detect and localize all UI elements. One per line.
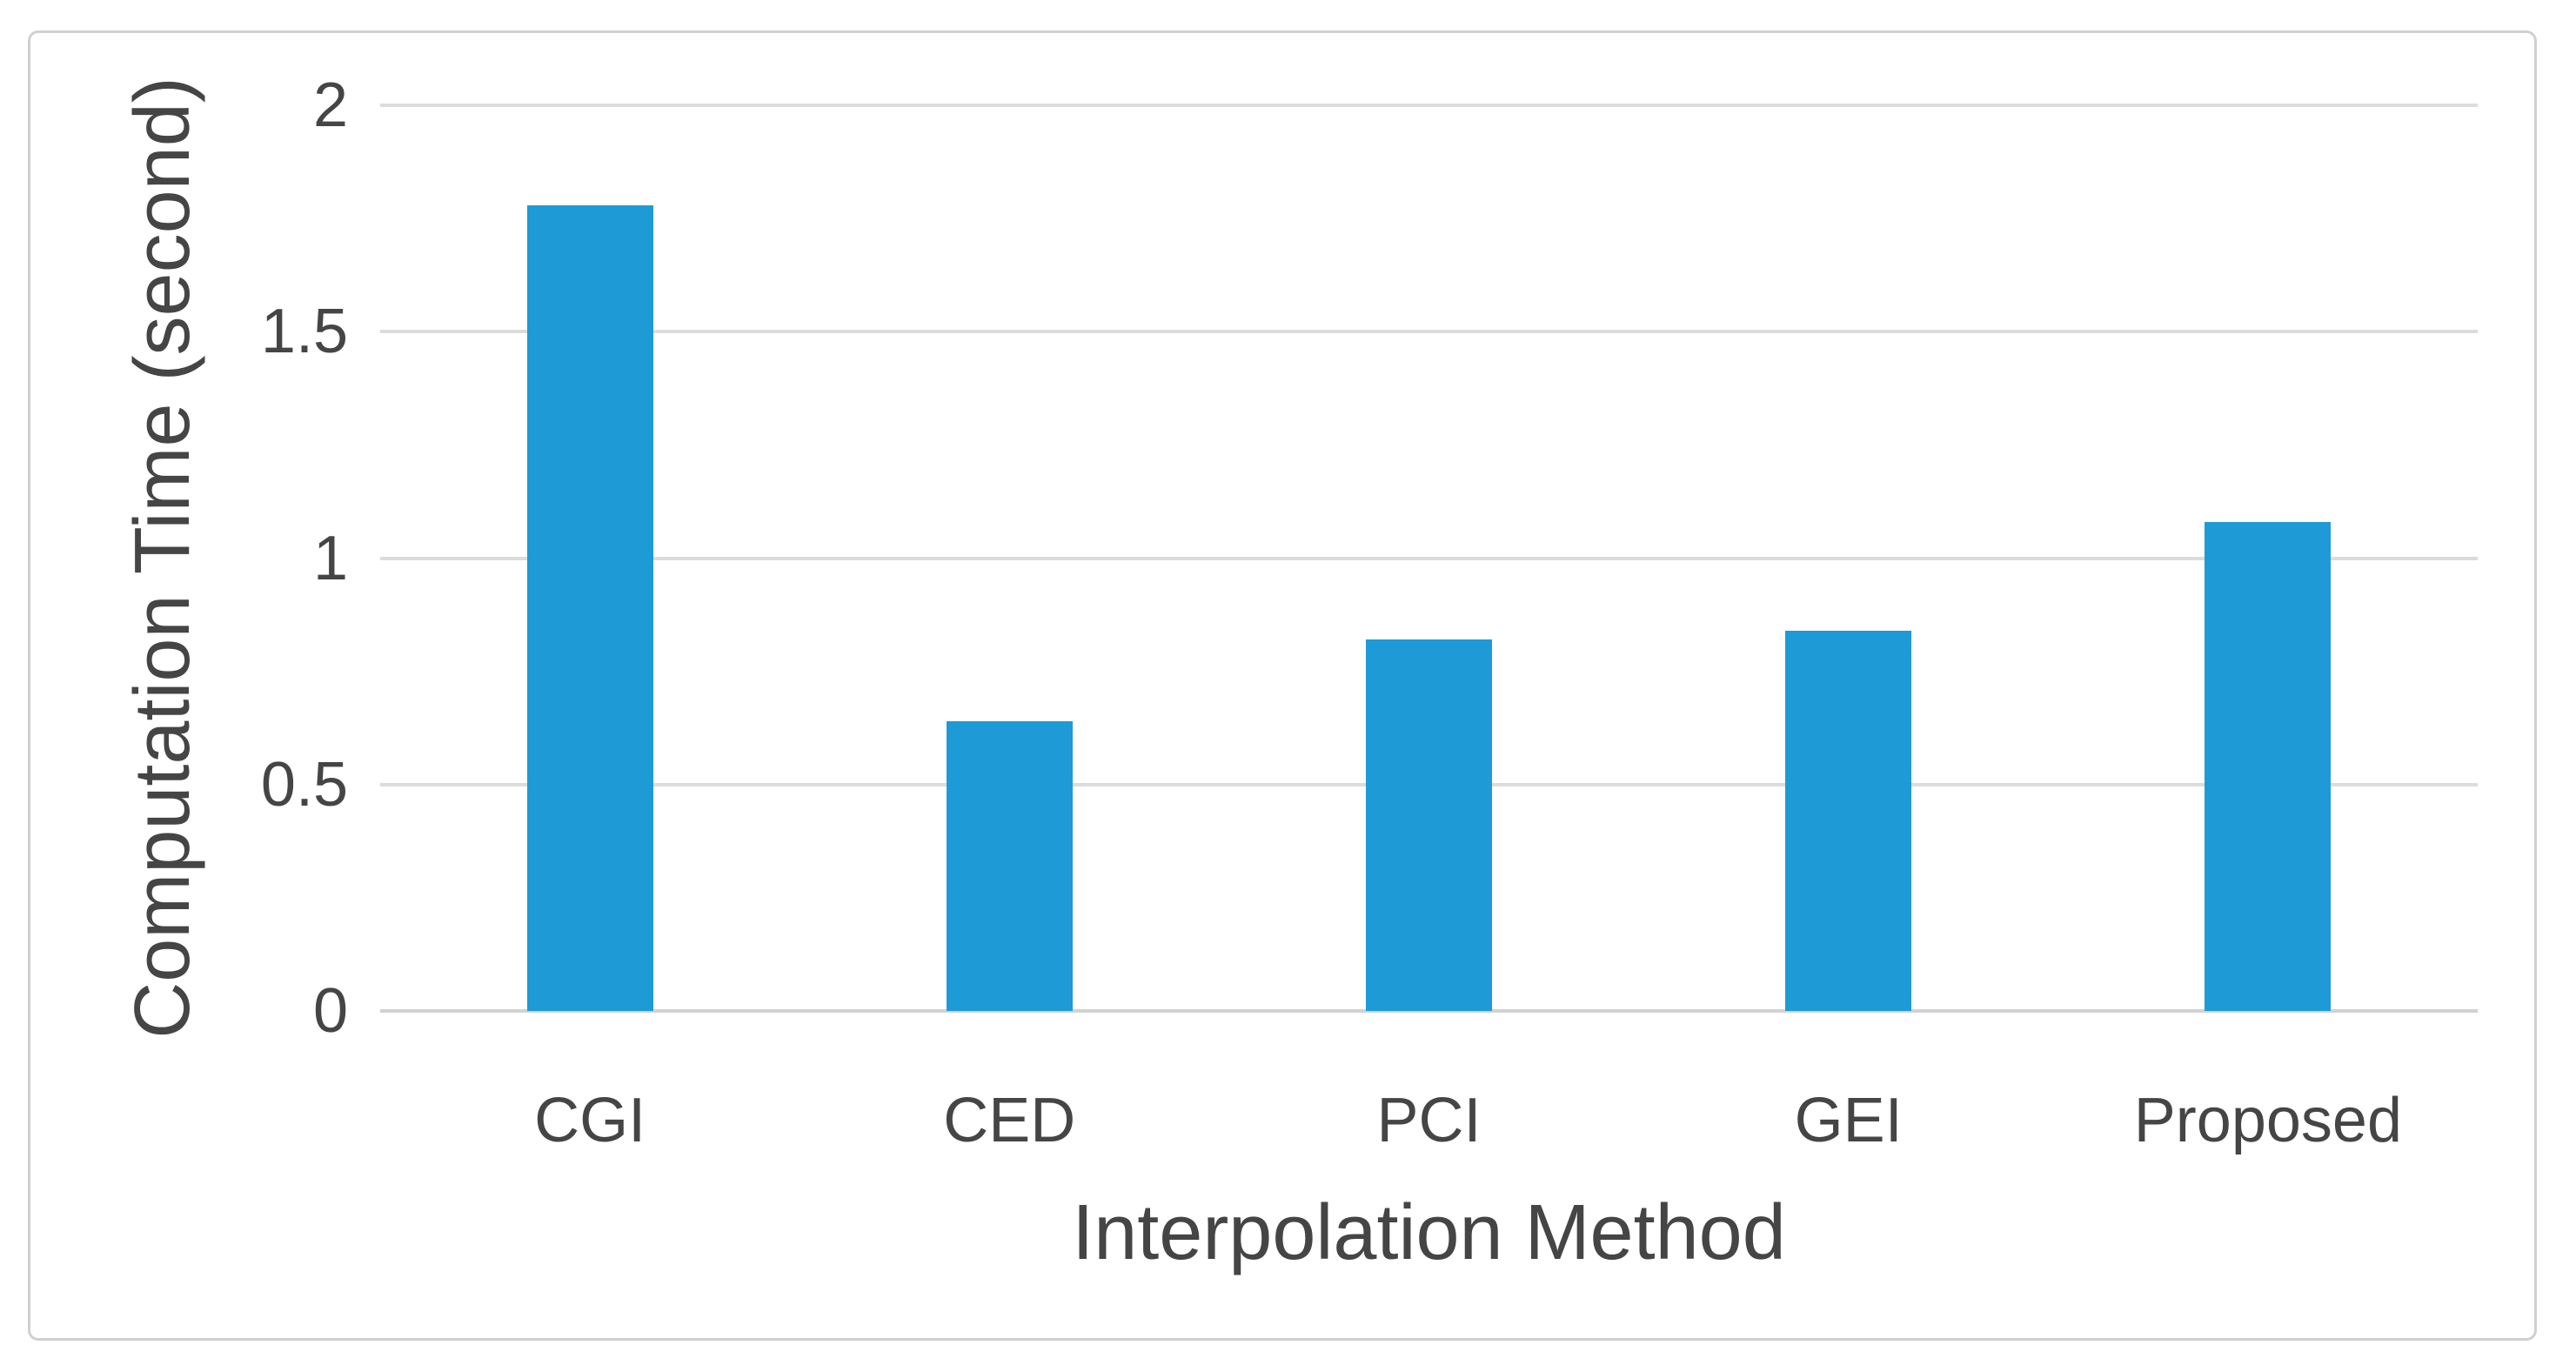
y-tick-label-1.5: 1.5 xyxy=(260,297,348,367)
chart-frame xyxy=(28,30,2537,1341)
y-tick-label-0: 0 xyxy=(312,976,348,1046)
x-axis-title: Interpolation Method xyxy=(1072,1189,1786,1276)
bar-proposed xyxy=(2205,521,2332,1011)
x-category-label-pci: PCI xyxy=(1376,1086,1482,1155)
x-category-label-ced: CED xyxy=(943,1086,1076,1155)
gridline-y-1.5 xyxy=(380,330,2478,334)
gridline-y-2 xyxy=(380,104,2478,107)
bar-gei xyxy=(1785,630,1912,1011)
bar-pci xyxy=(1366,639,1492,1011)
x-axis-line xyxy=(380,1009,2478,1013)
y-axis-title: Computation Time (second) xyxy=(119,77,206,1039)
plot-area xyxy=(380,104,2478,1013)
y-tick-label-2: 2 xyxy=(312,70,348,140)
bar-cgi xyxy=(526,204,653,1011)
x-axis-category-labels: CGI CED PCI GEI Proposed xyxy=(380,1089,2478,1176)
y-tick-label-1: 1 xyxy=(312,523,348,593)
x-category-label-cgi: CGI xyxy=(534,1086,646,1155)
bar-ced xyxy=(946,720,1073,1011)
gridline-y-1 xyxy=(380,556,2478,560)
x-category-label-gei: GEI xyxy=(1794,1086,1903,1155)
x-category-label-proposed: Proposed xyxy=(2133,1086,2402,1155)
y-tick-label-0.5: 0.5 xyxy=(260,749,348,820)
y-axis-tick-labels: 0 0.5 1 1.5 2 xyxy=(0,74,348,1042)
